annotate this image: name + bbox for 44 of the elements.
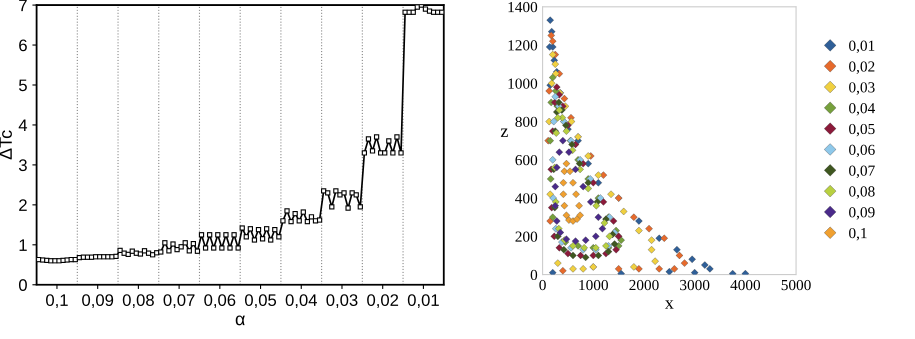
- x-tick-label: 3000: [680, 280, 710, 290]
- y-tick-label: 600: [515, 154, 538, 166]
- legend-label: 0,01: [849, 40, 874, 54]
- y-tick-label: 200: [515, 231, 538, 242]
- y-tick-label: 7: [19, 0, 27, 12]
- y-axis-title: z: [500, 128, 508, 137]
- x-tick-label: 0,02: [367, 294, 398, 308]
- x-tick-label: 0,08: [122, 294, 154, 308]
- x-tick-label: 2000: [629, 280, 659, 290]
- y-tick-label: 4: [18, 120, 28, 131]
- y-tick-label: 1000: [508, 78, 538, 89]
- x-tick-label: 4000: [730, 280, 760, 290]
- legend-label: 0,06: [849, 144, 875, 158]
- y-tick-label: 1200: [508, 40, 538, 50]
- x-axis-title: α: [236, 315, 245, 326]
- x-tick-label: 5000: [782, 280, 811, 290]
- y-tick-label: 800: [515, 116, 538, 128]
- x-tick-label: 0,06: [204, 294, 236, 308]
- y-tick-label: 3: [18, 159, 27, 172]
- legend-label: 0,1: [849, 228, 867, 240]
- legend-label: 0,04: [849, 103, 875, 116]
- legend-label: 0,07: [849, 165, 875, 178]
- y-tick-label: 5: [18, 80, 27, 92]
- x-tick-label: 0,1: [46, 294, 68, 308]
- x-tick-label: 0,07: [164, 294, 194, 308]
- y-tick-label: 1400: [508, 2, 538, 12]
- x-tick-label: 1000: [579, 280, 608, 290]
- legend-label: 0,08: [849, 186, 875, 199]
- legend-label: 0,03: [849, 82, 875, 95]
- legend-label: 0,02: [849, 61, 874, 74]
- x-tick-label: 0,05: [244, 294, 276, 308]
- x-axis-title: x: [664, 300, 674, 309]
- y-tick-label: 400: [515, 193, 538, 204]
- x-tick-label: 0,04: [286, 294, 317, 308]
- x-tick-label: 0: [539, 280, 546, 290]
- x-tick-label: 0,01: [408, 294, 439, 308]
- y-tick-label: 1: [20, 239, 27, 251]
- y-tick-label: 2: [19, 199, 27, 211]
- legend-label: 0,05: [849, 124, 875, 136]
- x-tick-label: 0,09: [82, 294, 114, 308]
- y-tick-label: 0: [530, 270, 538, 280]
- legend-label: 0,09: [849, 207, 875, 220]
- x-tick-label: 0,03: [326, 294, 358, 308]
- y-tick-label: 6: [19, 39, 27, 52]
